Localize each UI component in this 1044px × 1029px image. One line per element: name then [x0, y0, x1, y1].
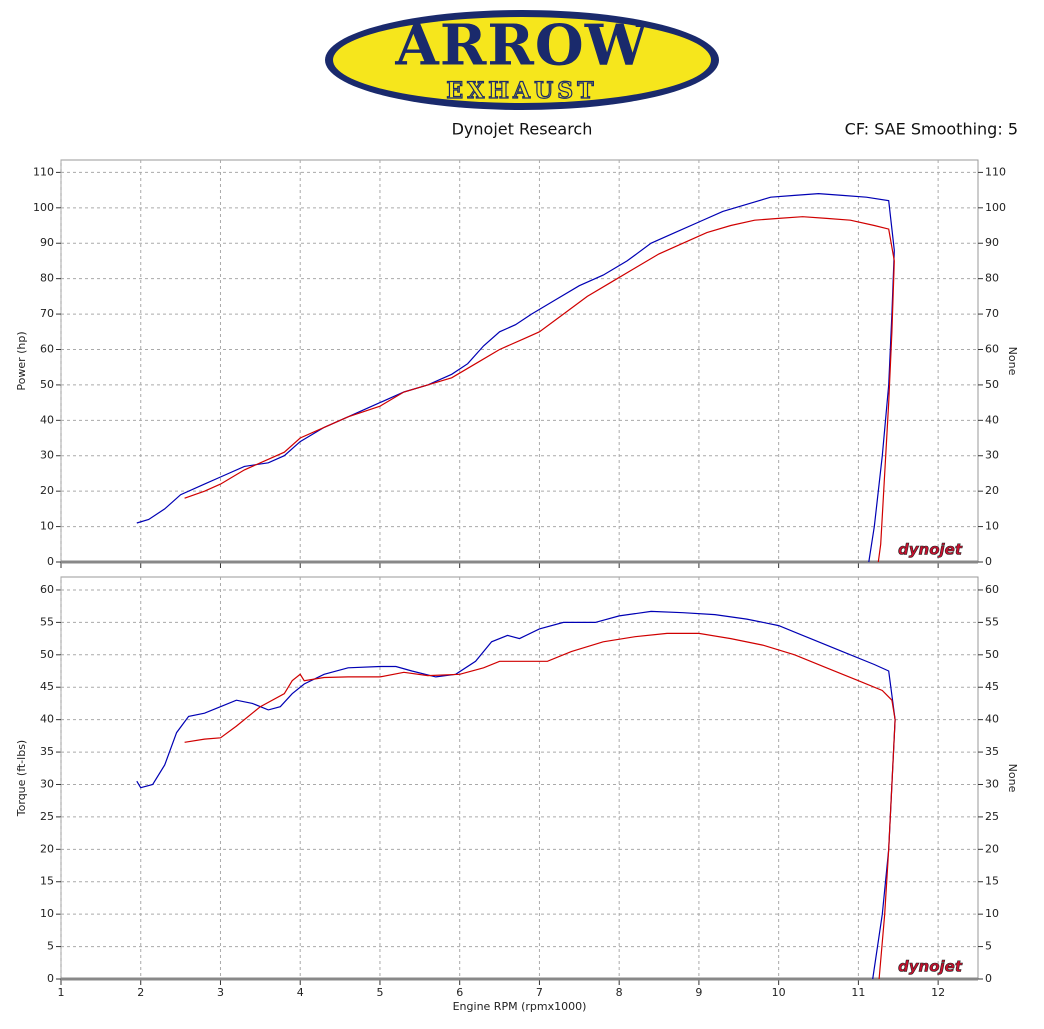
chart: 0 10 20 30 40 50 60 70 80 90 100 110 0 10 20 30 40 50 60 70… — [15, 159, 1019, 568]
y2-tick-label: 110 — [985, 165, 1006, 178]
y2-tick-label: 50 — [985, 648, 999, 661]
y2-tick-label: 25 — [985, 810, 999, 823]
y-tick-label: 45 — [40, 680, 54, 693]
series-line — [184, 216, 895, 563]
y-tick-label: 30 — [40, 449, 54, 462]
x-tick-label: 8 — [616, 986, 623, 999]
y2-tick-label: 15 — [985, 875, 999, 888]
y2-tick-label: 40 — [985, 413, 999, 426]
y2-axis-label: None — [1006, 764, 1019, 793]
y2-tick-label: 30 — [985, 777, 999, 790]
chart: 0510152025303540455055600510152025303540… — [15, 576, 1019, 1013]
x-tick-label: 7 — [536, 986, 543, 999]
y-tick-label: 50 — [40, 378, 54, 391]
y2-tick-label: 30 — [985, 449, 999, 462]
y2-tick-label: 45 — [985, 680, 999, 693]
y-tick-label: 10 — [40, 907, 54, 920]
y-tick-label: 10 — [40, 520, 54, 533]
y-tick-label: 20 — [40, 484, 54, 497]
y-tick-label: 50 — [40, 648, 54, 661]
x-tick-label: 3 — [217, 986, 224, 999]
y-tick-label: 40 — [40, 713, 54, 726]
header-left: Dynojet Research — [452, 120, 593, 139]
y-tick-label: 60 — [40, 342, 54, 355]
y-tick-label: 0 — [47, 555, 54, 568]
y-axis-label: Torque (ft-lbs) — [15, 740, 28, 817]
logo-sub: EXHAUST — [446, 78, 597, 104]
y2-tick-label: 50 — [985, 378, 999, 391]
y-axis-label: Power (hp) — [15, 331, 28, 390]
y2-tick-label: 80 — [985, 272, 999, 285]
y-tick-label: 20 — [40, 842, 54, 855]
x-tick-label: 5 — [376, 986, 383, 999]
y2-tick-label: 5 — [985, 940, 992, 953]
y2-tick-label: 20 — [985, 842, 999, 855]
logo-fill — [333, 17, 711, 103]
y2-axis-label: None — [1006, 347, 1019, 376]
y2-tick-label: 10 — [985, 907, 999, 920]
x-tick-label: 12 — [931, 986, 945, 999]
y2-tick-label: 0 — [985, 972, 992, 985]
y-tick-label: 30 — [40, 777, 54, 790]
x-axis-label: Engine RPM (rpmx1000) — [453, 1000, 587, 1013]
y2-tick-label: 0 — [985, 555, 992, 568]
y2-tick-label: 90 — [985, 236, 999, 249]
x-tick-label: 4 — [297, 986, 304, 999]
logo: ARROW EXHAUST — [325, 10, 719, 110]
y2-tick-label: 60 — [985, 342, 999, 355]
x-tick-label: 1 — [58, 986, 65, 999]
y-tick-label: 90 — [40, 236, 54, 249]
x-tick-label: 9 — [695, 986, 702, 999]
y-tick-label: 0 — [47, 972, 54, 985]
watermark: dynojet — [898, 541, 963, 559]
y-tick-label: 110 — [33, 165, 54, 178]
y-tick-label: 15 — [40, 875, 54, 888]
y2-tick-label: 10 — [985, 520, 999, 533]
y-tick-label: 80 — [40, 272, 54, 285]
series-line — [184, 632, 896, 980]
y2-tick-label: 40 — [985, 713, 999, 726]
y2-tick-label: 100 — [985, 201, 1006, 214]
watermark: dynojet — [898, 958, 963, 976]
y-tick-label: 25 — [40, 810, 54, 823]
y2-tick-label: 20 — [985, 484, 999, 497]
series-line — [136, 610, 896, 980]
y2-tick-label: 70 — [985, 307, 999, 320]
x-tick-label: 6 — [456, 986, 463, 999]
y2-tick-label: 35 — [985, 745, 999, 758]
plot-area — [60, 576, 979, 980]
plot-area — [60, 159, 979, 563]
y-tick-label: 5 — [47, 940, 54, 953]
y-tick-label: 70 — [40, 307, 54, 320]
logo-brand: ARROW — [394, 13, 648, 79]
y-tick-label: 55 — [40, 615, 54, 628]
y-tick-label: 60 — [40, 583, 54, 596]
header-right: CF: SAE Smoothing: 5 — [845, 120, 1018, 139]
x-tick-label: 2 — [137, 986, 144, 999]
y2-tick-label: 55 — [985, 615, 999, 628]
x-tick-label: 10 — [772, 986, 786, 999]
y-tick-label: 40 — [40, 413, 54, 426]
y-tick-label: 100 — [33, 201, 54, 214]
x-tick-label: 11 — [851, 986, 865, 999]
y-tick-label: 35 — [40, 745, 54, 758]
y2-tick-label: 60 — [985, 583, 999, 596]
series-line — [136, 192, 895, 563]
